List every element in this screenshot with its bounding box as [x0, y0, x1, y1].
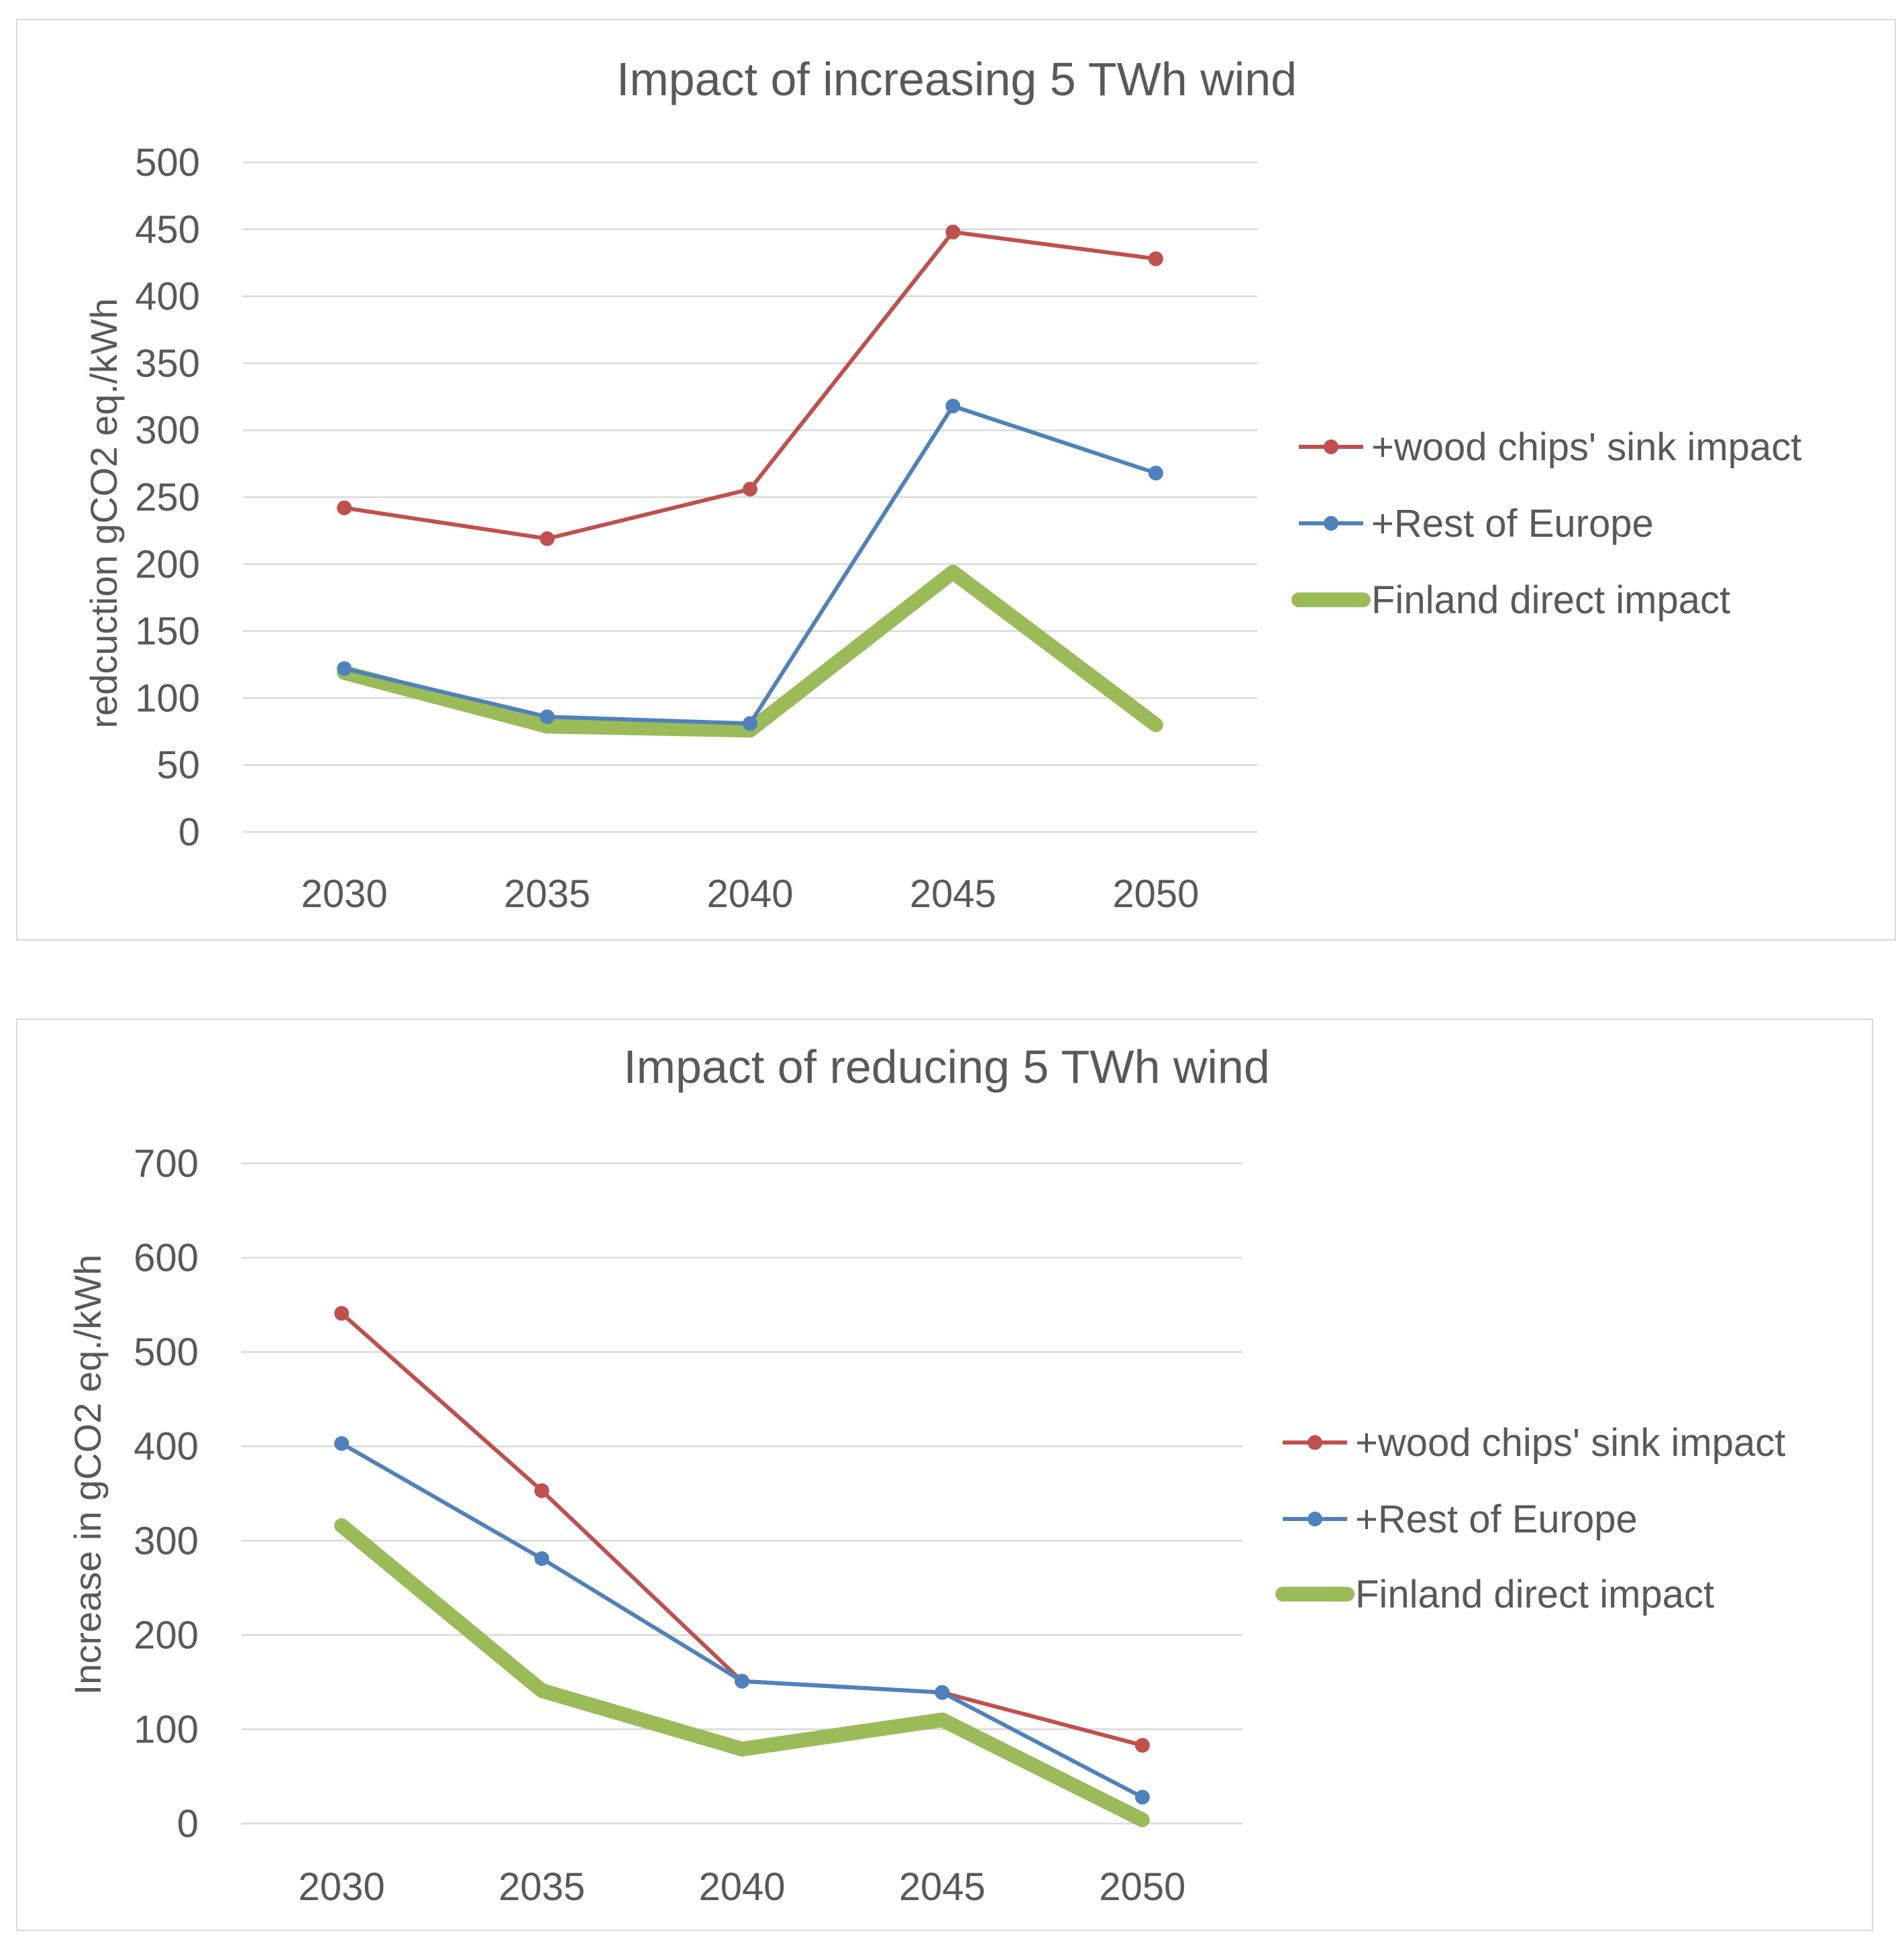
y-tick-label: 200 — [135, 543, 200, 586]
data-point-rest-of-europe — [1148, 466, 1163, 481]
data-point-wood-chips-sink-impact — [334, 1306, 350, 1321]
data-point-rest-of-europe — [945, 399, 961, 414]
y-tick-label: 50 — [156, 743, 200, 787]
chart-title: Impact of increasing 5 TWh wind — [617, 53, 1297, 105]
y-tick-label: 300 — [134, 1519, 199, 1563]
legend-marker-wood-chips-sink-impact — [1308, 1435, 1322, 1450]
series-line-finland-direct-impact — [337, 564, 1163, 738]
data-point-rest-of-europe — [735, 1673, 749, 1689]
legend-label: Finland direct impact — [1355, 1573, 1714, 1616]
legend-label: +Rest of Europe — [1371, 502, 1654, 545]
x-tick-label: 2050 — [1099, 1865, 1185, 1909]
data-point-wood-chips-sink-impact — [337, 500, 352, 515]
y-tick-label: 500 — [135, 141, 200, 185]
data-point-wood-chips-sink-impact — [539, 531, 555, 546]
data-point-rest-of-europe — [539, 709, 555, 725]
data-point-rest-of-europe — [743, 716, 757, 731]
x-tick-label: 2045 — [910, 872, 996, 916]
legend-marker-rest-of-europe — [1308, 1512, 1322, 1526]
data-point-wood-chips-sink-impact — [743, 482, 757, 497]
y-tick-label: 0 — [177, 1802, 199, 1846]
data-point-rest-of-europe — [334, 1436, 350, 1451]
legend-label: +wood chips' sink impact — [1371, 425, 1801, 469]
chart-panel-increasing-wind: Impact of increasing 5 TWh wind redcucti… — [16, 19, 1896, 941]
y-tick-label: 200 — [134, 1614, 199, 1657]
x-tick-label: 2030 — [299, 1865, 385, 1909]
line-chart-reducing-wind: Impact of reducing 5 TWh wind Increase i… — [66, 1041, 1785, 1909]
data-point-wood-chips-sink-impact — [1148, 251, 1163, 266]
y-tick-label: 600 — [134, 1237, 199, 1280]
data-point-rest-of-europe — [935, 1685, 950, 1700]
data-point-rest-of-europe — [1134, 1789, 1150, 1805]
y-tick-label: 500 — [134, 1330, 199, 1374]
y-tick-label: 400 — [134, 1425, 199, 1469]
y-tick-label: 150 — [135, 610, 200, 653]
series-line-finland-direct-impact — [334, 1518, 1150, 1828]
x-tick-label: 2030 — [301, 872, 388, 916]
data-point-wood-chips-sink-impact — [945, 224, 961, 240]
y-tick-label: 100 — [135, 676, 200, 720]
x-tick-label: 2050 — [1112, 872, 1199, 916]
plot-area: 0 50 100 150 200 250 300 350 400 450 500 2030 2035 20… — [135, 141, 1801, 916]
y-tick-label: 700 — [134, 1142, 199, 1186]
y-tick-label: 450 — [135, 208, 200, 252]
y-tick-label: 350 — [135, 342, 200, 385]
legend-marker-rest-of-europe — [1324, 516, 1338, 531]
x-tick-label: 2035 — [504, 872, 590, 916]
data-point-rest-of-europe — [534, 1551, 549, 1566]
y-tick-label: 0 — [178, 810, 200, 854]
line-chart-increasing-wind: Impact of increasing 5 TWh wind redcucti… — [83, 53, 1801, 916]
legend-label: Finland direct impact — [1371, 578, 1730, 622]
legend-label: +Rest of Europe — [1355, 1498, 1638, 1541]
x-tick-label: 2035 — [498, 1865, 585, 1909]
y-tick-label: 100 — [134, 1708, 199, 1751]
x-tick-label: 2040 — [698, 1865, 785, 1909]
legend-marker-wood-chips-sink-impact — [1324, 439, 1338, 454]
y-axis-label: redcuction gCO2 eq./kWh — [83, 298, 125, 728]
data-point-rest-of-europe — [337, 661, 352, 676]
y-tick-label: 300 — [135, 409, 200, 452]
x-tick-label: 2040 — [706, 872, 793, 916]
legend-label: +wood chips' sink impact — [1355, 1421, 1785, 1465]
chart-title: Impact of reducing 5 TWh wind — [623, 1041, 1270, 1093]
data-point-wood-chips-sink-impact — [1134, 1738, 1150, 1753]
data-point-wood-chips-sink-impact — [534, 1483, 549, 1498]
y-axis-label: Increase in gCO2 eq./kWh — [66, 1255, 109, 1695]
x-tick-label: 2045 — [899, 1865, 986, 1909]
plot-area: 0 100 200 300 400 500 600 700 2030 2035 2040 2045 20… — [134, 1142, 1785, 1909]
chart-panel-reducing-wind: Impact of reducing 5 TWh wind Increase i… — [16, 1018, 1873, 1931]
y-tick-label: 400 — [135, 275, 200, 319]
y-tick-label: 250 — [135, 476, 200, 519]
